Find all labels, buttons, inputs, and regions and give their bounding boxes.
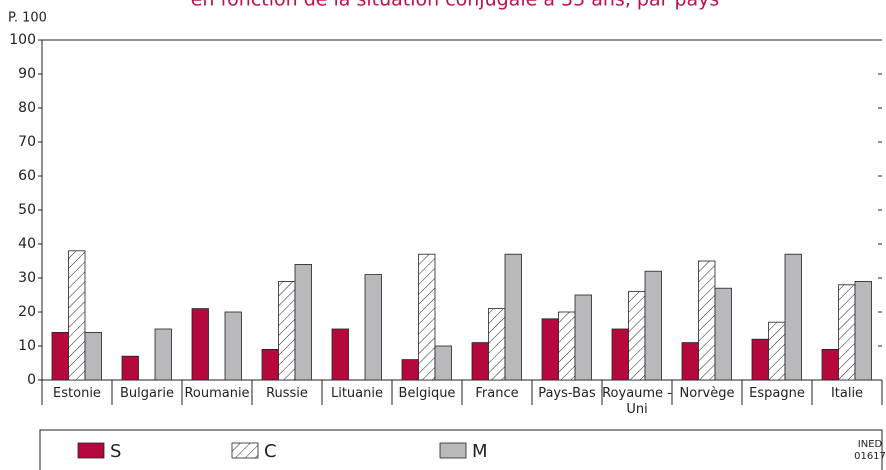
bar xyxy=(401,359,419,381)
bar xyxy=(191,308,209,381)
x-tick-label: Belgique xyxy=(398,386,456,401)
y-tick-label: 10 xyxy=(18,338,36,354)
x-tick-label: France xyxy=(475,386,519,401)
bar xyxy=(681,342,699,381)
x-tick-label: Russie xyxy=(266,386,308,401)
bar xyxy=(331,328,349,381)
y-tick-label: 40 xyxy=(18,236,36,252)
bar xyxy=(418,253,436,381)
bar xyxy=(838,284,856,381)
x-tick-label: Norvège xyxy=(679,386,735,401)
bar xyxy=(154,328,172,381)
y-tick-label: 30 xyxy=(18,270,36,286)
bar xyxy=(768,321,786,381)
x-tick-label: Royaume -Uni xyxy=(602,386,672,417)
y-tick-label: 90 xyxy=(18,66,36,82)
bar xyxy=(541,318,559,381)
bar xyxy=(698,260,716,381)
y-tick-label: 70 xyxy=(18,134,36,150)
bar xyxy=(278,280,296,381)
bar xyxy=(68,250,86,381)
x-tick-label: Bulgarie xyxy=(120,386,174,401)
bar xyxy=(504,253,522,381)
y-tick-label: 60 xyxy=(18,168,36,184)
bar xyxy=(224,311,242,381)
source: INED xyxy=(858,439,883,450)
x-tick-label: Espagne xyxy=(749,386,805,401)
bar xyxy=(51,331,69,381)
bar xyxy=(854,280,872,381)
legend-label: M xyxy=(472,441,488,462)
legend-swatch xyxy=(77,442,105,459)
bar xyxy=(121,355,139,381)
bar xyxy=(628,291,646,381)
bar xyxy=(364,274,382,381)
bar xyxy=(261,348,279,381)
x-tick-label: Estonie xyxy=(53,386,101,401)
bar xyxy=(751,338,769,381)
x-tick-label: Roumanie xyxy=(184,386,250,401)
y-tick-label: 100 xyxy=(9,32,36,48)
y-tick-label: 50 xyxy=(18,202,36,218)
bar xyxy=(644,270,662,381)
x-tick-label: Pays-Bas xyxy=(538,386,596,401)
y-tick-label: 0 xyxy=(27,372,36,388)
bar xyxy=(784,253,802,381)
legend-label: C xyxy=(264,441,277,462)
legend-swatch xyxy=(231,442,259,459)
chart-title: en fonction de la situation conjugale à … xyxy=(191,0,720,11)
bar xyxy=(488,308,506,381)
bar xyxy=(714,287,732,381)
bar xyxy=(84,331,102,381)
bar xyxy=(471,342,489,381)
y-unit-label: P. 100 xyxy=(8,11,47,26)
x-tick-label: Lituanie xyxy=(330,386,383,401)
bar xyxy=(434,345,452,381)
x-tick-label: Italie xyxy=(830,386,864,401)
bar xyxy=(294,263,312,381)
y-tick-label: 80 xyxy=(18,100,36,116)
bar xyxy=(574,294,592,381)
source: 01617 xyxy=(854,451,886,462)
legend-label: S xyxy=(110,441,121,462)
legend-swatch xyxy=(439,442,467,459)
bar xyxy=(821,348,839,381)
legend-box xyxy=(39,429,883,470)
bar xyxy=(611,328,629,381)
bar xyxy=(558,311,576,381)
y-tick-label: 20 xyxy=(18,304,36,320)
